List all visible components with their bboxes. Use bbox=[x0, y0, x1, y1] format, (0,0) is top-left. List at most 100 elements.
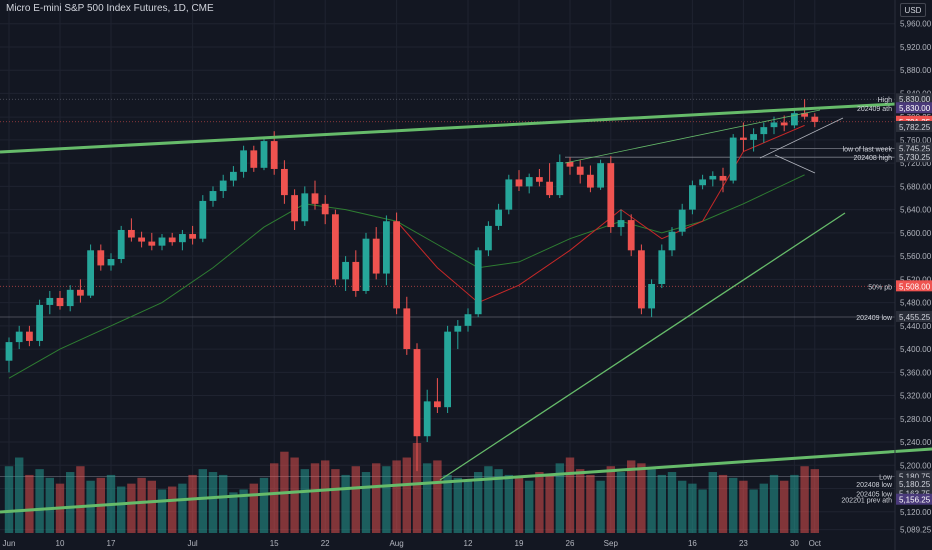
price-tick-label: 5,760.00 bbox=[900, 136, 932, 145]
volume-bar bbox=[749, 489, 758, 533]
volume-bar bbox=[484, 466, 493, 533]
price-tick-label: 5,400.00 bbox=[900, 345, 932, 354]
volume-bar bbox=[739, 480, 748, 533]
volume-bar bbox=[239, 489, 248, 533]
volume-bar bbox=[780, 480, 789, 533]
price-badge-text: 5,180.75 bbox=[899, 472, 931, 481]
time-tick-label: 23 bbox=[739, 539, 748, 548]
volume-bar bbox=[514, 477, 524, 533]
level-label: 202201 prev ath bbox=[841, 498, 892, 505]
price-badge bbox=[896, 310, 932, 322]
candle-body bbox=[250, 150, 258, 168]
volume-bar bbox=[412, 443, 422, 533]
candle-body bbox=[413, 349, 421, 437]
volume-bar bbox=[188, 474, 197, 533]
candle-body bbox=[36, 304, 43, 341]
level-label: 202409 ath bbox=[857, 106, 892, 113]
volume-bar bbox=[402, 457, 411, 533]
price-badge-text: 5,745.25 bbox=[899, 144, 931, 153]
volume-bar bbox=[647, 469, 656, 533]
volume-bar bbox=[35, 469, 44, 533]
candle-body bbox=[179, 234, 186, 243]
candle-body bbox=[311, 193, 319, 204]
volume-bar bbox=[45, 477, 54, 533]
candle-body bbox=[230, 171, 237, 181]
candle-body bbox=[434, 401, 441, 408]
candle-body bbox=[87, 250, 94, 296]
volume-bar bbox=[504, 474, 513, 533]
volume-bar bbox=[361, 472, 371, 533]
volume-bar bbox=[535, 472, 544, 533]
price-badge-text: 5,180.25 bbox=[899, 480, 931, 489]
price-tick-label: 5,240.00 bbox=[900, 438, 932, 447]
price-badge bbox=[896, 120, 932, 132]
volume-bar bbox=[300, 469, 309, 533]
volume-bar bbox=[76, 466, 85, 533]
volume-bar bbox=[392, 460, 401, 533]
volume-bar bbox=[310, 463, 320, 533]
price-badge bbox=[896, 151, 932, 163]
volume-bar bbox=[545, 474, 554, 533]
time-tick-label: 15 bbox=[270, 539, 279, 548]
volume-bar bbox=[382, 466, 391, 533]
volume-bar bbox=[616, 472, 626, 533]
volume-bar bbox=[423, 463, 432, 533]
time-tick-label: 10 bbox=[56, 539, 65, 548]
price-tick-label: 5,280.00 bbox=[900, 415, 932, 424]
volume-bar bbox=[341, 474, 350, 533]
time-tick-label: 22 bbox=[321, 539, 330, 548]
price-tick-label: 5,440.00 bbox=[900, 322, 932, 331]
candle-body bbox=[638, 250, 645, 309]
volume-bar bbox=[474, 472, 483, 533]
candle-body bbox=[46, 297, 54, 305]
volume-bar bbox=[433, 460, 442, 533]
volume-bar bbox=[596, 480, 605, 533]
channel-top bbox=[564, 109, 821, 164]
candle-body bbox=[566, 161, 574, 167]
volume-bar bbox=[25, 474, 34, 533]
candle-body bbox=[107, 259, 115, 266]
volume-bar bbox=[667, 472, 677, 533]
candle-body bbox=[791, 113, 798, 126]
volume-bar bbox=[708, 472, 717, 533]
time-axis[interactable]: Jun 10 17 Jul 15 22 Aug 12 19 26 Sep 16 23 30 Oct bbox=[3, 539, 822, 548]
price-tick-label: 5,960.00 bbox=[900, 20, 932, 29]
price-tick-label: 5,920.00 bbox=[900, 43, 932, 52]
candle-body bbox=[505, 179, 513, 210]
candle-body bbox=[372, 238, 380, 274]
price-tick-label: 5,720.00 bbox=[900, 159, 932, 168]
candle-body bbox=[209, 191, 217, 201]
candle-body bbox=[383, 221, 390, 274]
candle-body bbox=[495, 209, 502, 226]
currency-button[interactable]: USD bbox=[900, 3, 926, 17]
trend-lines[interactable] bbox=[0, 102, 932, 514]
volume-bar bbox=[494, 469, 503, 533]
price-tick-label: 5,200.00 bbox=[900, 461, 932, 470]
time-tick-label: 19 bbox=[515, 539, 524, 548]
price-tick-label: 5,640.00 bbox=[900, 206, 932, 215]
volume-bar bbox=[678, 480, 687, 533]
time-tick-label: 12 bbox=[464, 539, 473, 548]
volume-bar bbox=[453, 477, 462, 533]
candle-body bbox=[576, 166, 584, 175]
candle-body bbox=[719, 175, 727, 181]
candle-body bbox=[780, 122, 788, 126]
candle-body bbox=[189, 234, 196, 239]
volume-bar bbox=[168, 486, 177, 533]
candle-body bbox=[77, 289, 84, 296]
time-tick-label: Oct bbox=[809, 539, 822, 548]
channel-mid bbox=[759, 117, 844, 159]
level-label: 50% pb bbox=[868, 284, 892, 291]
candle-body bbox=[260, 141, 268, 168]
volume-bar bbox=[4, 466, 14, 533]
candle-body bbox=[362, 238, 370, 291]
candle-body bbox=[536, 177, 543, 182]
price-tick-label: 5,120.00 bbox=[900, 508, 932, 517]
candle-body bbox=[56, 297, 64, 307]
volume-bar bbox=[565, 457, 575, 533]
candle-body bbox=[270, 141, 278, 169]
price-badge bbox=[896, 102, 932, 114]
price-tick-label: 5,880.00 bbox=[900, 66, 932, 75]
